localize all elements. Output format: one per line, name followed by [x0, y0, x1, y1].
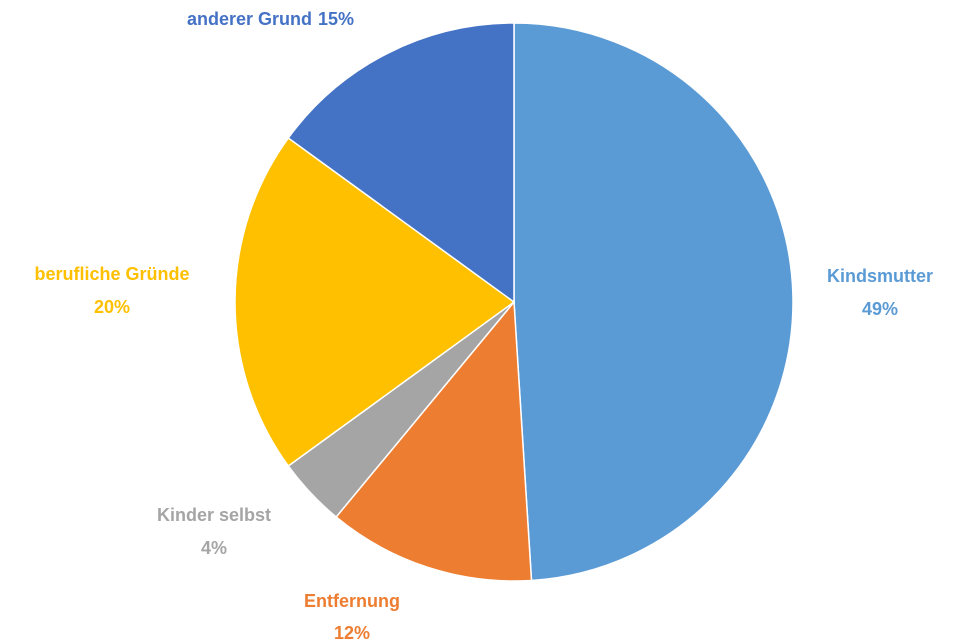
- slice-label: Kindsmutter: [827, 266, 933, 286]
- pie-slice: [287, 22, 515, 304]
- slice-label: anderer Grund: [187, 9, 312, 29]
- slice-label: berufliche Gründe: [34, 264, 189, 284]
- pie-slice: [335, 300, 533, 582]
- pie-slice: [234, 136, 516, 468]
- slice-label: Entfernung: [304, 591, 400, 611]
- slice-value-label: 15%: [318, 9, 354, 29]
- slice-value-label: 49%: [862, 299, 898, 319]
- slice-label: Kinder selbst: [157, 505, 271, 525]
- slice-value-label: 4%: [201, 538, 227, 558]
- slice-value-label: 12%: [334, 623, 370, 643]
- pie-slice: [513, 22, 794, 582]
- slice-value-label: 20%: [94, 297, 130, 317]
